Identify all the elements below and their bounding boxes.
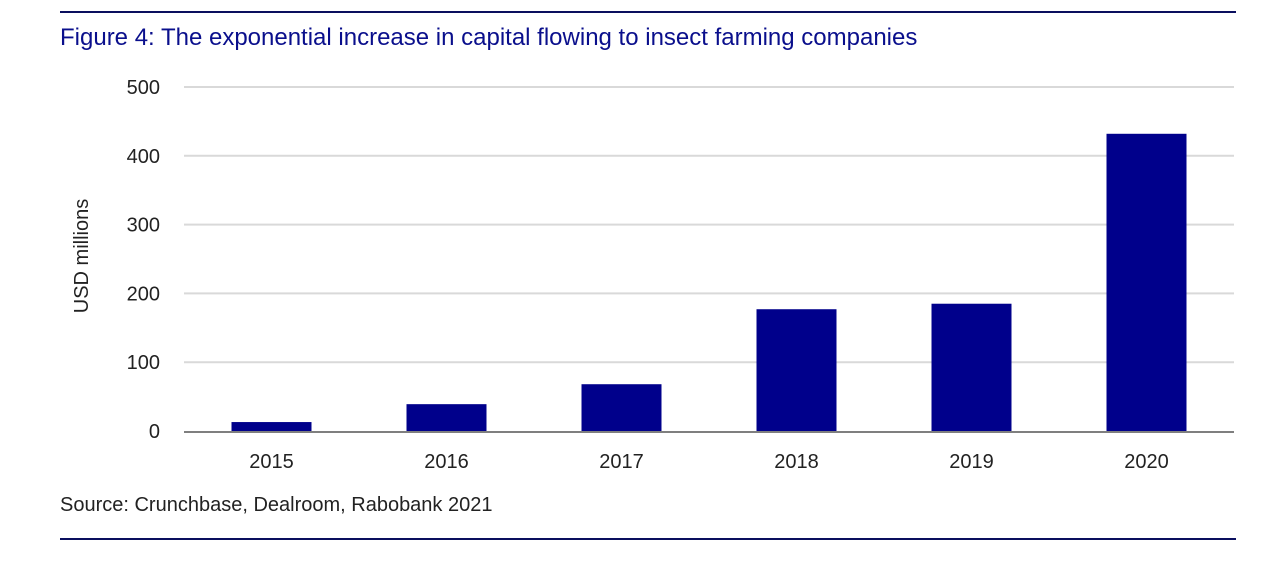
bar-2015 bbox=[231, 422, 312, 431]
x-tick-labels: 2015 2016 2017 2018 2019 2020 bbox=[249, 451, 1169, 473]
bar-2018 bbox=[756, 309, 837, 431]
bar-2020 bbox=[1106, 133, 1187, 431]
x-tick-label: 2019 bbox=[949, 451, 994, 473]
figure-title: Figure 4: The exponential increase in ca… bbox=[60, 24, 918, 51]
y-tick-label: 400 bbox=[127, 146, 160, 168]
x-tick-label: 2016 bbox=[424, 451, 469, 473]
y-tick-label: 500 bbox=[127, 77, 160, 99]
bars bbox=[231, 133, 1187, 431]
y-tick-label: 0 bbox=[149, 421, 160, 443]
x-tick-label: 2018 bbox=[774, 451, 819, 473]
x-tick-label: 2015 bbox=[249, 451, 294, 473]
bottom-rule bbox=[60, 538, 1236, 540]
y-tick-labels: 0 100 200 300 400 500 bbox=[127, 77, 160, 443]
source-note: Source: Crunchbase, Dealroom, Rabobank 2… bbox=[60, 494, 493, 516]
x-tick-label: 2020 bbox=[1124, 451, 1169, 473]
y-tick-label: 300 bbox=[127, 215, 160, 237]
bar-2019 bbox=[931, 303, 1012, 431]
top-rule bbox=[60, 11, 1236, 13]
y-tick-label: 100 bbox=[127, 352, 160, 374]
gridlines bbox=[184, 86, 1234, 364]
x-tick-label: 2017 bbox=[599, 451, 644, 473]
bar-2017 bbox=[581, 384, 662, 431]
y-tick-label: 200 bbox=[127, 283, 160, 305]
y-axis-title: USD millions bbox=[71, 199, 93, 313]
bar-2016 bbox=[406, 404, 487, 431]
